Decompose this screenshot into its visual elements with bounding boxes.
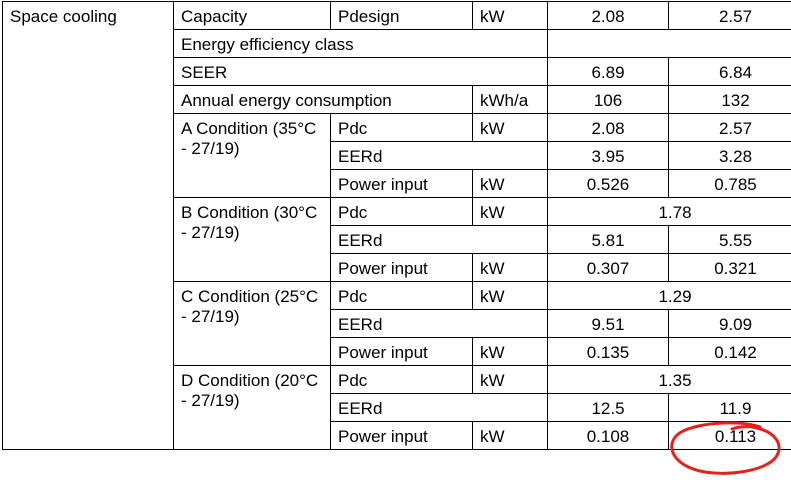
param-pdc: Pdc bbox=[330, 281, 473, 310]
value-cell: 0.135 bbox=[547, 337, 669, 366]
table-row: SEER 6.89 6.84 bbox=[3, 57, 791, 86]
value-cell: 0.142 bbox=[668, 337, 791, 366]
value-cell: 2.08 bbox=[547, 1, 669, 30]
condition-label: B Condition (30°C - 27/19) bbox=[173, 197, 331, 282]
value-cell: 5.55 bbox=[668, 225, 791, 254]
value-cell-merged: 1.78 bbox=[547, 197, 791, 226]
param-power-input: Power input bbox=[330, 253, 473, 282]
param-eerd: EERd bbox=[330, 309, 548, 338]
value-cell-highlighted: 0.113 bbox=[668, 421, 791, 450]
value-cell: 5.81 bbox=[547, 225, 669, 254]
value-cell-merged: 1.35 bbox=[547, 365, 791, 394]
condition-label: D Condition (20°C - 27/19) bbox=[173, 365, 331, 450]
table-row: C Condition (25°C - 27/19) Pdc kW 1.29 bbox=[3, 281, 791, 366]
table-row: Annual energy consumption kWh/a 106 132 bbox=[3, 85, 791, 114]
value-cell: 132 bbox=[668, 85, 791, 114]
value-cell: 0.785 bbox=[668, 169, 791, 198]
row-label-energy-class: Energy efficiency class bbox=[173, 29, 548, 58]
row-label-annual: Annual energy consumption bbox=[173, 85, 473, 114]
value-cell: 3.28 bbox=[668, 141, 791, 170]
value-cell: 6.84 bbox=[668, 57, 791, 86]
row-label-seer: SEER bbox=[173, 57, 548, 86]
table-row: Power input kW 0.307 0.321 bbox=[3, 253, 791, 282]
value-cell: 2.08 bbox=[547, 113, 669, 142]
value-cell: 0.108 bbox=[547, 421, 669, 450]
param-eerd: EERd bbox=[330, 393, 548, 422]
unit-cell: kW bbox=[472, 281, 548, 310]
table-row: Energy efficiency class bbox=[3, 29, 791, 58]
value-cell: 9.09 bbox=[668, 309, 791, 338]
unit-cell: kW bbox=[472, 169, 548, 198]
value-cell: 0.307 bbox=[547, 253, 669, 282]
space-cooling-table: Space cooling Capacity Pdesign kW 2.08 2… bbox=[2, 1, 791, 450]
unit-cell: kWh/a bbox=[472, 85, 548, 114]
unit-cell: kW bbox=[472, 421, 548, 450]
unit-cell: kW bbox=[472, 365, 548, 394]
unit-cell: kW bbox=[472, 113, 548, 142]
param-pdc: Pdc bbox=[330, 365, 473, 394]
table-row: A Condition (35°C - 27/19) Pdc kW 2.08 2… bbox=[3, 113, 791, 198]
condition-label: A Condition (35°C - 27/19) bbox=[173, 113, 331, 198]
param-power-input: Power input bbox=[330, 169, 473, 198]
value-cell: 0.321 bbox=[668, 253, 791, 282]
value-cell: 106 bbox=[547, 85, 669, 114]
value-cell: 2.57 bbox=[668, 113, 791, 142]
param-eerd: EERd bbox=[330, 141, 548, 170]
param-eerd: EERd bbox=[330, 225, 548, 254]
value-cell: 2.57 bbox=[668, 1, 791, 30]
condition-label: C Condition (25°C - 27/19) bbox=[173, 281, 331, 366]
value-cell: 3.95 bbox=[547, 141, 669, 170]
unit-cell: kW bbox=[472, 337, 548, 366]
value-cell: 12.5 bbox=[547, 393, 669, 422]
table-row: Space cooling Capacity Pdesign kW 2.08 2… bbox=[2, 1, 791, 450]
unit-cell: kW bbox=[472, 197, 548, 226]
value-cell: 0.526 bbox=[547, 169, 669, 198]
param-power-input: Power input bbox=[330, 337, 473, 366]
table-row: EERd 12.5 11.9 bbox=[3, 393, 791, 422]
table-row: Power input kW 0.526 0.785 bbox=[3, 169, 791, 198]
section-label: Space cooling bbox=[2, 1, 174, 450]
unit-cell: kW bbox=[472, 253, 548, 282]
param-power-input: Power input bbox=[330, 421, 473, 450]
table-row: EERd 5.81 5.55 bbox=[3, 225, 791, 254]
table-row: Power input kW 0.135 0.142 bbox=[3, 337, 791, 366]
value-cell: 6.89 bbox=[547, 57, 669, 86]
param-pdesign: Pdesign bbox=[330, 1, 473, 30]
unit-cell: kW bbox=[472, 1, 548, 30]
param-pdc: Pdc bbox=[330, 113, 473, 142]
value-cell: 11.9 bbox=[668, 393, 791, 422]
row-label-capacity: Capacity bbox=[173, 1, 331, 30]
value-cell: 9.51 bbox=[547, 309, 669, 338]
value-cell-merged: 1.29 bbox=[547, 281, 791, 310]
param-pdc: Pdc bbox=[330, 197, 473, 226]
value-cell-empty bbox=[547, 29, 791, 58]
table-row: D Condition (20°C - 27/19) Pdc kW 1.35 bbox=[3, 365, 791, 450]
